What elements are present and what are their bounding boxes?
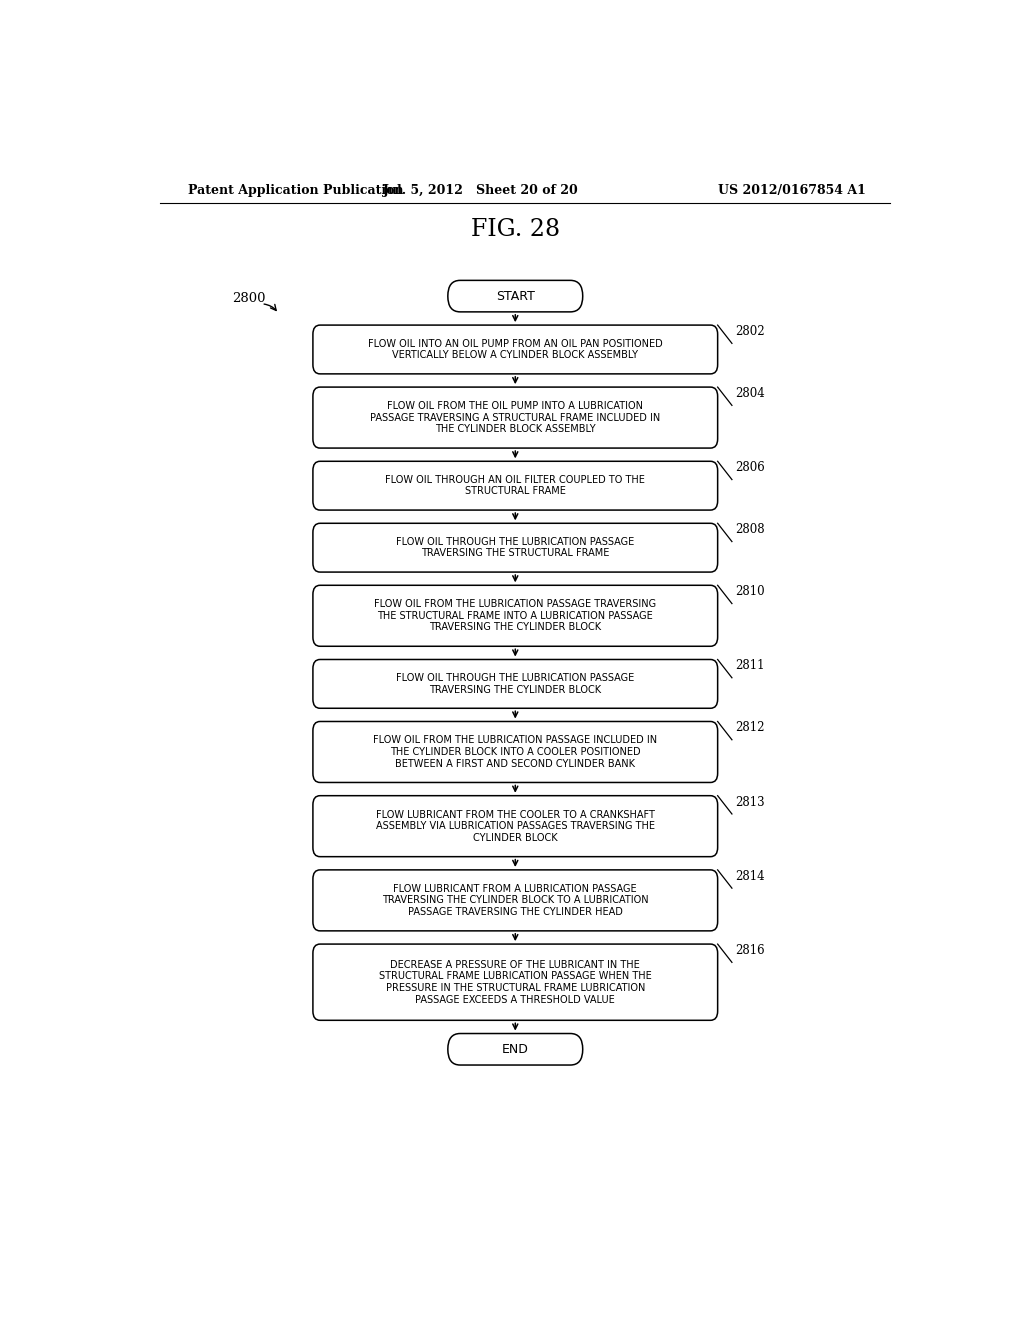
FancyBboxPatch shape <box>313 870 718 931</box>
Text: US 2012/0167854 A1: US 2012/0167854 A1 <box>718 183 866 197</box>
FancyBboxPatch shape <box>313 585 718 647</box>
Text: 2816: 2816 <box>735 944 765 957</box>
Text: 2814: 2814 <box>735 870 765 883</box>
Text: FLOW OIL THROUGH THE LUBRICATION PASSAGE
TRAVERSING THE CYLINDER BLOCK: FLOW OIL THROUGH THE LUBRICATION PASSAGE… <box>396 673 635 694</box>
Text: 2810: 2810 <box>735 585 765 598</box>
Text: 2804: 2804 <box>735 387 765 400</box>
Text: Patent Application Publication: Patent Application Publication <box>187 183 403 197</box>
Text: FLOW OIL FROM THE OIL PUMP INTO A LUBRICATION
PASSAGE TRAVERSING A STRUCTURAL FR: FLOW OIL FROM THE OIL PUMP INTO A LUBRIC… <box>370 401 660 434</box>
Text: FLOW OIL FROM THE LUBRICATION PASSAGE TRAVERSING
THE STRUCTURAL FRAME INTO A LUB: FLOW OIL FROM THE LUBRICATION PASSAGE TR… <box>374 599 656 632</box>
Text: 2812: 2812 <box>735 722 765 734</box>
Text: 2813: 2813 <box>735 796 765 809</box>
Text: FLOW OIL THROUGH THE LUBRICATION PASSAGE
TRAVERSING THE STRUCTURAL FRAME: FLOW OIL THROUGH THE LUBRICATION PASSAGE… <box>396 537 635 558</box>
FancyBboxPatch shape <box>447 280 583 312</box>
FancyBboxPatch shape <box>313 325 718 374</box>
FancyBboxPatch shape <box>313 461 718 510</box>
FancyBboxPatch shape <box>313 660 718 709</box>
Text: 2802: 2802 <box>735 325 765 338</box>
Text: FIG. 28: FIG. 28 <box>471 218 560 242</box>
FancyBboxPatch shape <box>313 523 718 572</box>
Text: Jul. 5, 2012   Sheet 20 of 20: Jul. 5, 2012 Sheet 20 of 20 <box>383 183 579 197</box>
FancyBboxPatch shape <box>313 387 718 447</box>
FancyBboxPatch shape <box>313 796 718 857</box>
Text: 2808: 2808 <box>735 523 765 536</box>
Text: FLOW OIL INTO AN OIL PUMP FROM AN OIL PAN POSITIONED
VERTICALLY BELOW A CYLINDER: FLOW OIL INTO AN OIL PUMP FROM AN OIL PA… <box>368 339 663 360</box>
FancyBboxPatch shape <box>313 944 718 1020</box>
Text: DECREASE A PRESSURE OF THE LUBRICANT IN THE
STRUCTURAL FRAME LUBRICATION PASSAGE: DECREASE A PRESSURE OF THE LUBRICANT IN … <box>379 960 651 1005</box>
Text: 2800: 2800 <box>231 292 265 305</box>
FancyBboxPatch shape <box>447 1034 583 1065</box>
Text: FLOW OIL FROM THE LUBRICATION PASSAGE INCLUDED IN
THE CYLINDER BLOCK INTO A COOL: FLOW OIL FROM THE LUBRICATION PASSAGE IN… <box>373 735 657 768</box>
Text: 2811: 2811 <box>735 660 765 672</box>
Text: END: END <box>502 1043 528 1056</box>
Text: FLOW LUBRICANT FROM THE COOLER TO A CRANKSHAFT
ASSEMBLY VIA LUBRICATION PASSAGES: FLOW LUBRICANT FROM THE COOLER TO A CRAN… <box>376 809 654 842</box>
FancyBboxPatch shape <box>313 722 718 783</box>
Text: 2806: 2806 <box>735 461 765 474</box>
Text: FLOW LUBRICANT FROM A LUBRICATION PASSAGE
TRAVERSING THE CYLINDER BLOCK TO A LUB: FLOW LUBRICANT FROM A LUBRICATION PASSAG… <box>382 884 648 917</box>
Text: START: START <box>496 289 535 302</box>
Text: FLOW OIL THROUGH AN OIL FILTER COUPLED TO THE
STRUCTURAL FRAME: FLOW OIL THROUGH AN OIL FILTER COUPLED T… <box>385 475 645 496</box>
